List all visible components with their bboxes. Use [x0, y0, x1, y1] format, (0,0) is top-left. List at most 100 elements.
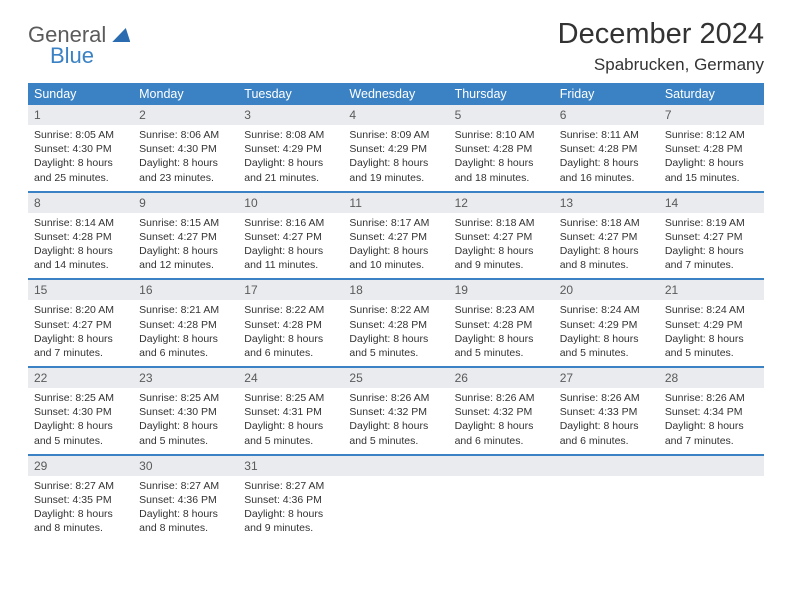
sunrise-text: Sunrise: 8:21 AM	[139, 303, 232, 317]
day-number: 1	[28, 105, 133, 125]
day-body: Sunrise: 8:22 AMSunset: 4:28 PMDaylight:…	[238, 300, 343, 366]
day-number: 10	[238, 193, 343, 213]
day-cell: 5Sunrise: 8:10 AMSunset: 4:28 PMDaylight…	[449, 105, 554, 191]
sunrise-text: Sunrise: 8:25 AM	[244, 391, 337, 405]
daylight-text: Daylight: 8 hours and 5 minutes.	[244, 419, 337, 447]
day-cell: 10Sunrise: 8:16 AMSunset: 4:27 PMDayligh…	[238, 193, 343, 279]
day-cell-empty	[343, 456, 448, 542]
daylight-text: Daylight: 8 hours and 12 minutes.	[139, 244, 232, 272]
weekday-friday: Friday	[554, 83, 659, 105]
day-number: 25	[343, 368, 448, 388]
title-block: December 2024 Spabrucken, Germany	[558, 18, 764, 75]
weekday-tuesday: Tuesday	[238, 83, 343, 105]
day-number: 15	[28, 280, 133, 300]
day-body: Sunrise: 8:24 AMSunset: 4:29 PMDaylight:…	[554, 300, 659, 366]
sunset-text: Sunset: 4:29 PM	[560, 318, 653, 332]
day-number: 5	[449, 105, 554, 125]
day-cell: 1Sunrise: 8:05 AMSunset: 4:30 PMDaylight…	[28, 105, 133, 191]
sunrise-text: Sunrise: 8:17 AM	[349, 216, 442, 230]
day-cell: 13Sunrise: 8:18 AMSunset: 4:27 PMDayligh…	[554, 193, 659, 279]
day-number-empty	[554, 456, 659, 476]
day-cell: 11 Sunrise: 8:17 AMSunset: 4:27 PMDayligh…	[343, 193, 448, 279]
sunset-text: Sunset: 4:28 PM	[560, 142, 653, 156]
day-cell: 21Sunrise: 8:24 AMSunset: 4:29 PMDayligh…	[659, 280, 764, 366]
daylight-text: Daylight: 8 hours and 5 minutes.	[349, 419, 442, 447]
daylight-text: Daylight: 8 hours and 8 minutes.	[34, 507, 127, 535]
sunset-text: Sunset: 4:28 PM	[665, 142, 758, 156]
day-body-empty	[659, 476, 764, 536]
daylight-text: Daylight: 8 hours and 5 minutes.	[34, 419, 127, 447]
day-cell: 30Sunrise: 8:27 AMSunset: 4:36 PMDayligh…	[133, 456, 238, 542]
weekday-sunday: Sunday	[28, 83, 133, 105]
sunset-text: Sunset: 4:28 PM	[455, 142, 548, 156]
sunrise-text: Sunrise: 8:24 AM	[665, 303, 758, 317]
day-body: Sunrise: 8:26 AMSunset: 4:32 PMDaylight:…	[343, 388, 448, 454]
day-cell-empty	[659, 456, 764, 542]
sunset-text: Sunset: 4:27 PM	[244, 230, 337, 244]
day-number: 13	[554, 193, 659, 213]
week-row: 22Sunrise: 8:25 AMSunset: 4:30 PMDayligh…	[28, 368, 764, 456]
sunset-text: Sunset: 4:34 PM	[665, 405, 758, 419]
day-body: Sunrise: 8:23 AMSunset: 4:28 PMDaylight:…	[449, 300, 554, 366]
logo-blue-text: Blue	[50, 45, 106, 67]
day-body: Sunrise: 8:22 AMSunset: 4:28 PMDaylight:…	[343, 300, 448, 366]
day-body: Sunrise: 8:26 AMSunset: 4:34 PMDaylight:…	[659, 388, 764, 454]
sunset-text: Sunset: 4:32 PM	[455, 405, 548, 419]
sunset-text: Sunset: 4:30 PM	[34, 405, 127, 419]
sunset-text: Sunset: 4:27 PM	[349, 230, 442, 244]
sunrise-text: Sunrise: 8:11 AM	[560, 128, 653, 142]
week-row: 1Sunrise: 8:05 AMSunset: 4:30 PMDaylight…	[28, 105, 764, 193]
sunset-text: Sunset: 4:29 PM	[244, 142, 337, 156]
daylight-text: Daylight: 8 hours and 18 minutes.	[455, 156, 548, 184]
daylight-text: Daylight: 8 hours and 11 minutes.	[244, 244, 337, 272]
sunrise-text: Sunrise: 8:25 AM	[34, 391, 127, 405]
daylight-text: Daylight: 8 hours and 6 minutes.	[560, 419, 653, 447]
sunrise-text: Sunrise: 8:10 AM	[455, 128, 548, 142]
daylight-text: Daylight: 8 hours and 6 minutes.	[244, 332, 337, 360]
sunrise-text: Sunrise: 8:18 AM	[455, 216, 548, 230]
daylight-text: Daylight: 8 hours and 8 minutes.	[139, 507, 232, 535]
sunrise-text: Sunrise: 8:20 AM	[34, 303, 127, 317]
day-cell: 15Sunrise: 8:20 AMSunset: 4:27 PMDayligh…	[28, 280, 133, 366]
day-body: Sunrise: 8:26 AMSunset: 4:32 PMDaylight:…	[449, 388, 554, 454]
daylight-text: Daylight: 8 hours and 14 minutes.	[34, 244, 127, 272]
day-body: Sunrise: 8:27 AMSunset: 4:36 PMDaylight:…	[133, 476, 238, 542]
day-cell: 26Sunrise: 8:26 AMSunset: 4:32 PMDayligh…	[449, 368, 554, 454]
day-cell: 14Sunrise: 8:19 AMSunset: 4:27 PMDayligh…	[659, 193, 764, 279]
day-body: Sunrise: 8:25 AMSunset: 4:31 PMDaylight:…	[238, 388, 343, 454]
day-body: Sunrise: 8:14 AMSunset: 4:28 PMDaylight:…	[28, 213, 133, 279]
day-cell: 25Sunrise: 8:26 AMSunset: 4:32 PMDayligh…	[343, 368, 448, 454]
day-body: Sunrise: 8:10 AMSunset: 4:28 PMDaylight:…	[449, 125, 554, 191]
daylight-text: Daylight: 8 hours and 10 minutes.	[349, 244, 442, 272]
sunrise-text: Sunrise: 8:08 AM	[244, 128, 337, 142]
day-number: 19	[449, 280, 554, 300]
day-number: 20	[554, 280, 659, 300]
sunset-text: Sunset: 4:27 PM	[560, 230, 653, 244]
day-number: 9	[133, 193, 238, 213]
sunrise-text: Sunrise: 8:26 AM	[455, 391, 548, 405]
day-body: Sunrise: 8:25 AMSunset: 4:30 PMDaylight:…	[28, 388, 133, 454]
week-row: 29Sunrise: 8:27 AMSunset: 4:35 PMDayligh…	[28, 456, 764, 542]
day-number: 8	[28, 193, 133, 213]
day-cell: 12Sunrise: 8:18 AMSunset: 4:27 PMDayligh…	[449, 193, 554, 279]
daylight-text: Daylight: 8 hours and 7 minutes.	[665, 244, 758, 272]
logo: General Blue	[28, 18, 130, 67]
day-number: 18	[343, 280, 448, 300]
sunset-text: Sunset: 4:36 PM	[139, 493, 232, 507]
day-number: 4	[343, 105, 448, 125]
daylight-text: Daylight: 8 hours and 9 minutes.	[244, 507, 337, 535]
sunset-text: Sunset: 4:27 PM	[665, 230, 758, 244]
day-number: 11	[343, 193, 448, 213]
sunset-text: Sunset: 4:28 PM	[455, 318, 548, 332]
daylight-text: Daylight: 8 hours and 15 minutes.	[665, 156, 758, 184]
day-body-empty	[343, 476, 448, 536]
daylight-text: Daylight: 8 hours and 5 minutes.	[665, 332, 758, 360]
sunset-text: Sunset: 4:28 PM	[34, 230, 127, 244]
day-number: 7	[659, 105, 764, 125]
day-body: Sunrise: 8:16 AMSunset: 4:27 PMDaylight:…	[238, 213, 343, 279]
sunset-text: Sunset: 4:35 PM	[34, 493, 127, 507]
sunrise-text: Sunrise: 8:15 AM	[139, 216, 232, 230]
day-number: 27	[554, 368, 659, 388]
sunrise-text: Sunrise: 8:27 AM	[139, 479, 232, 493]
daylight-text: Daylight: 8 hours and 6 minutes.	[139, 332, 232, 360]
